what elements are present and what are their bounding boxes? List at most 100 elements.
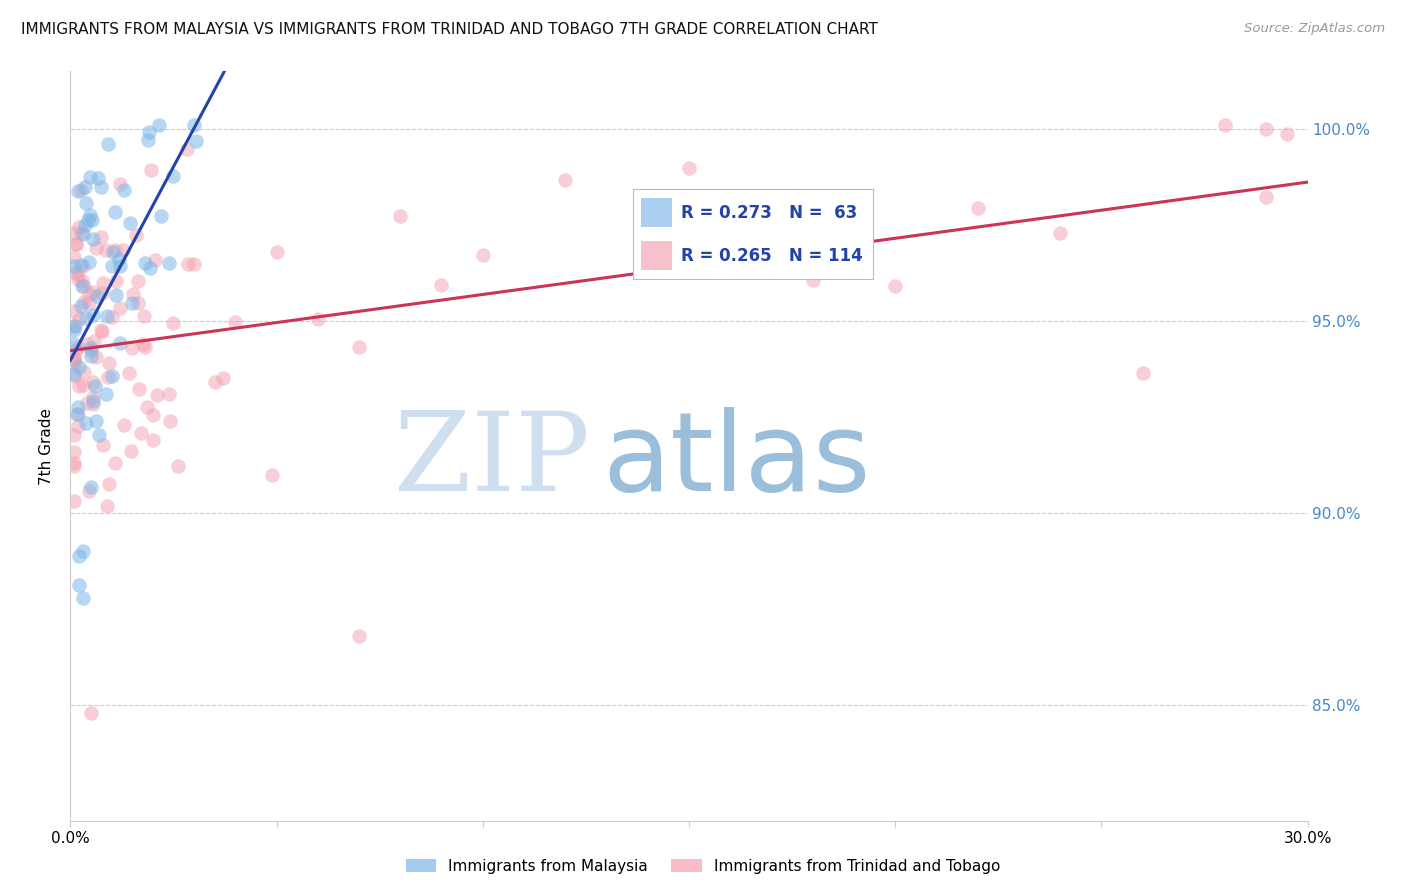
- Point: [63, 250, 86, 264]
- Point: [79, 349, 101, 363]
- Point: [70, 279, 93, 293]
- Point: [554, 173, 576, 187]
- Point: [67, 219, 90, 234]
- Point: [87, 171, 110, 186]
- Point: [1049, 227, 1071, 241]
- Point: [1256, 190, 1278, 204]
- Point: [80, 706, 103, 720]
- Point: [162, 169, 184, 183]
- Point: [884, 278, 907, 293]
- Point: [98, 355, 121, 369]
- Point: [176, 257, 198, 271]
- Point: [132, 309, 155, 323]
- Point: [90, 180, 112, 194]
- Point: [1132, 366, 1154, 380]
- Point: [134, 255, 156, 269]
- Point: [70, 274, 93, 288]
- FancyBboxPatch shape: [641, 198, 672, 227]
- Point: [79, 169, 101, 184]
- Point: [73, 366, 96, 380]
- Point: [128, 382, 150, 396]
- Point: [63, 323, 86, 337]
- Point: [63, 354, 86, 368]
- Point: [94, 243, 117, 257]
- Point: [120, 216, 142, 230]
- Point: [83, 379, 105, 393]
- Point: [97, 476, 120, 491]
- Point: [112, 183, 135, 197]
- Point: [73, 180, 96, 194]
- Point: [82, 231, 104, 245]
- Point: [186, 134, 208, 148]
- Point: [65, 237, 87, 252]
- Point: [67, 378, 90, 392]
- Point: [159, 414, 181, 428]
- Point: [63, 260, 86, 274]
- Point: [108, 301, 131, 315]
- Point: [84, 241, 107, 255]
- Point: [63, 319, 86, 334]
- Point: [70, 183, 93, 197]
- Point: [66, 272, 89, 286]
- Point: [63, 351, 86, 365]
- Point: [120, 444, 142, 458]
- Point: [139, 163, 162, 178]
- Point: [108, 177, 131, 191]
- Point: [72, 544, 94, 558]
- Point: [72, 260, 94, 274]
- Point: [148, 118, 170, 132]
- Point: [104, 243, 127, 257]
- Point: [72, 591, 94, 605]
- Point: [966, 201, 988, 215]
- Point: [80, 480, 103, 494]
- Point: [65, 343, 87, 358]
- Point: [63, 226, 86, 240]
- Point: [224, 315, 246, 329]
- Point: [138, 260, 160, 275]
- Point: [211, 371, 233, 385]
- Point: [101, 245, 124, 260]
- Point: [91, 276, 114, 290]
- Point: [90, 285, 112, 300]
- Point: [143, 253, 166, 268]
- Point: [347, 629, 370, 643]
- Point: [110, 259, 132, 273]
- Point: [157, 387, 180, 401]
- Point: [111, 243, 134, 257]
- Point: [122, 287, 145, 301]
- Point: [801, 273, 824, 287]
- Point: [66, 407, 89, 421]
- Point: [66, 267, 89, 281]
- Point: [82, 390, 104, 404]
- Point: [97, 370, 120, 384]
- Point: [89, 428, 111, 442]
- Point: [63, 336, 86, 351]
- Point: [389, 209, 412, 223]
- Point: [100, 310, 122, 324]
- Point: [142, 434, 165, 448]
- Point: [100, 368, 122, 383]
- Point: [80, 212, 103, 227]
- Point: [96, 499, 118, 513]
- Point: [66, 340, 89, 354]
- Point: [66, 400, 89, 414]
- Point: [266, 244, 288, 259]
- Point: [94, 387, 117, 401]
- Point: [138, 133, 160, 147]
- Point: [63, 456, 86, 470]
- Point: [108, 335, 131, 350]
- Point: [112, 418, 135, 433]
- Point: [76, 396, 98, 410]
- Point: [67, 359, 90, 374]
- Point: [90, 323, 112, 337]
- Point: [90, 229, 112, 244]
- Point: [183, 257, 205, 271]
- Point: [142, 408, 165, 422]
- Point: [430, 278, 453, 293]
- Point: [65, 236, 87, 251]
- Point: [131, 426, 153, 441]
- Point: [75, 196, 97, 211]
- Point: [1256, 122, 1278, 136]
- Point: [75, 417, 97, 431]
- Point: [1213, 118, 1236, 132]
